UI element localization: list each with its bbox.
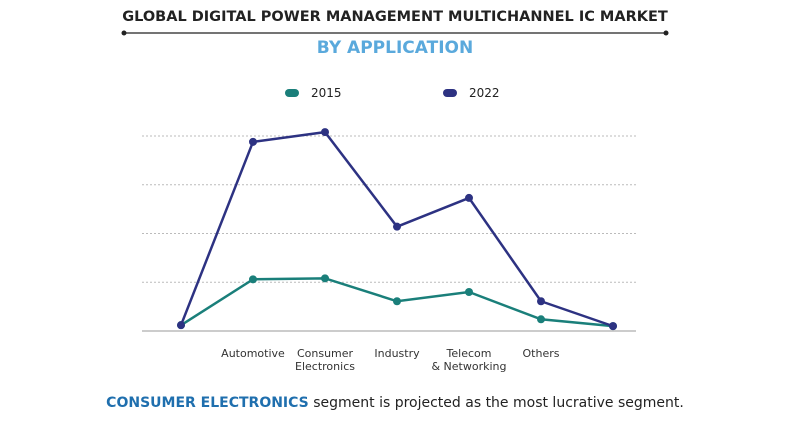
x-tick-label: Telecom & Networking <box>431 347 507 373</box>
x-tick-label: Others <box>522 347 560 360</box>
chart-title: GLOBAL DIGITAL POWER MANAGEMENT MULTICHA… <box>122 9 668 25</box>
data-point <box>321 128 329 137</box>
data-point <box>393 222 401 231</box>
data-point <box>609 322 617 331</box>
data-point <box>465 193 473 202</box>
rule-dot <box>121 30 127 36</box>
footer: CONSUMER ELECTRONICS segment is projecte… <box>0 395 790 411</box>
x-tick-label: Automotive <box>221 347 285 360</box>
data-point <box>465 288 473 296</box>
data-point <box>177 321 185 330</box>
legend-label: 2015 <box>311 86 342 100</box>
chart-subtitle: BY APPLICATION <box>316 38 474 58</box>
footer-highlight: CONSUMER ELECTRONICS <box>106 395 309 411</box>
legend-swatch <box>285 89 299 97</box>
legend-swatch <box>443 89 457 97</box>
legend-label: 2022 <box>469 86 500 100</box>
x-tick-label: Consumer Electronics <box>295 347 355 373</box>
rule-dot <box>663 30 669 36</box>
data-point <box>249 275 257 284</box>
data-point <box>537 297 545 306</box>
data-point <box>393 297 401 306</box>
x-tick-label: Industry <box>374 347 420 360</box>
data-point <box>537 315 545 324</box>
data-point <box>249 137 257 146</box>
data-point <box>321 274 329 283</box>
footer-text: segment is projected as the most lucrati… <box>308 395 684 411</box>
